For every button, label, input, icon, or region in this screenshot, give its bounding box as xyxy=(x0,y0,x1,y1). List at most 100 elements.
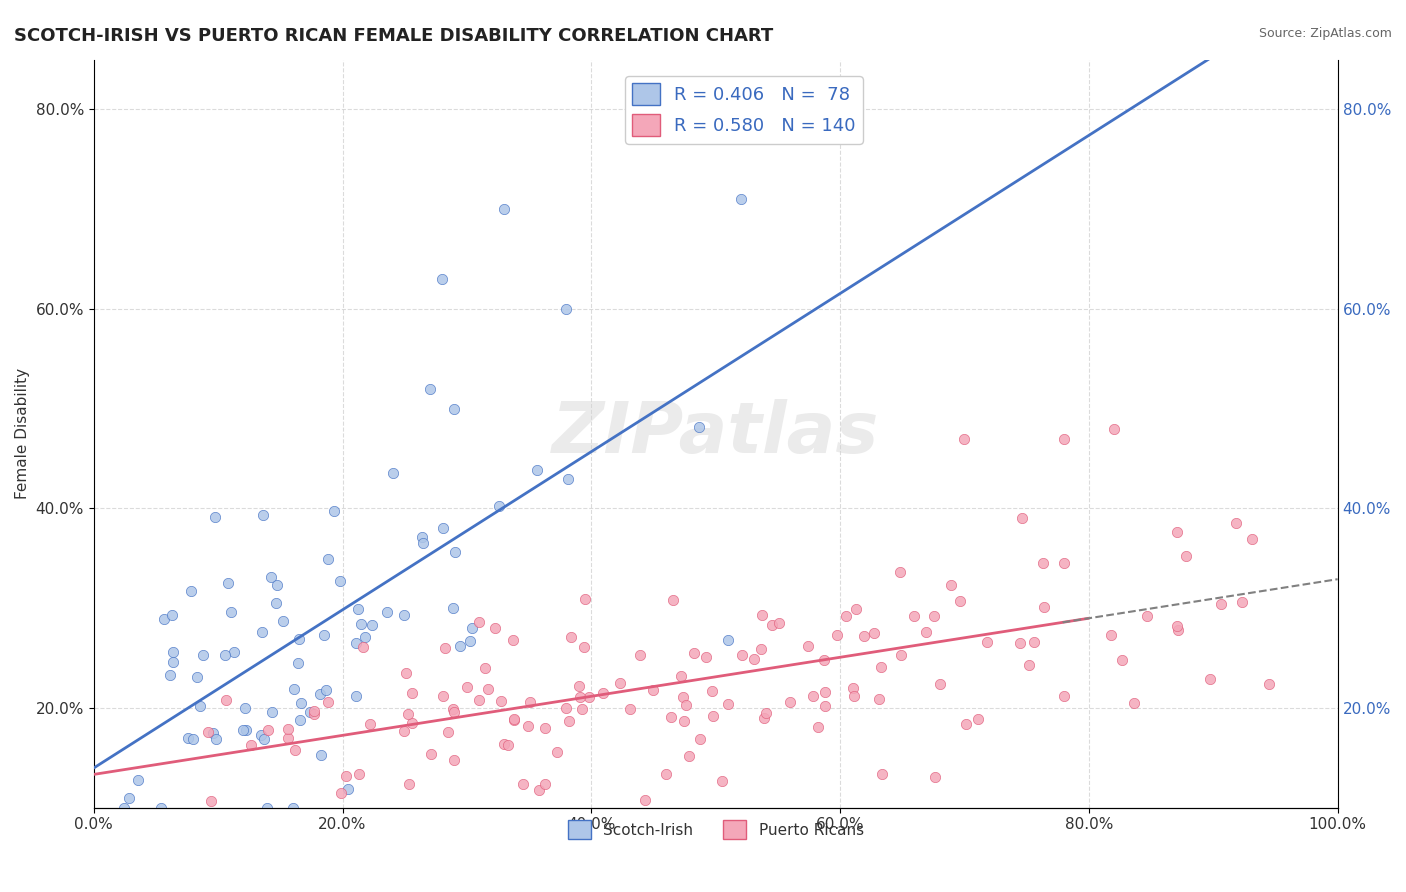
Point xyxy=(458,634,481,648)
Point xyxy=(474,661,496,675)
Point xyxy=(394,723,416,738)
Point xyxy=(344,689,367,703)
Point xyxy=(682,646,704,660)
Point xyxy=(967,712,990,726)
Point xyxy=(1099,628,1122,642)
Point xyxy=(870,659,893,673)
Point xyxy=(526,462,548,476)
Point xyxy=(592,686,614,700)
Point xyxy=(283,801,305,815)
Point xyxy=(517,719,540,733)
Point xyxy=(813,653,835,667)
Point xyxy=(202,726,225,740)
Point xyxy=(659,709,682,723)
Point xyxy=(432,521,454,535)
Point xyxy=(695,649,717,664)
Point xyxy=(484,621,506,635)
Point xyxy=(449,639,471,653)
Point xyxy=(249,727,271,741)
Point xyxy=(1102,422,1125,436)
Point xyxy=(204,732,226,747)
Point xyxy=(555,301,578,316)
Point xyxy=(889,648,911,662)
Point xyxy=(678,748,700,763)
Point xyxy=(350,616,373,631)
Point xyxy=(903,608,925,623)
Point xyxy=(329,574,352,588)
Point xyxy=(842,689,865,703)
Point xyxy=(443,705,465,719)
Point xyxy=(1240,532,1263,546)
Point xyxy=(347,766,370,780)
Point xyxy=(1022,635,1045,649)
Point xyxy=(215,692,238,706)
Point xyxy=(835,609,858,624)
Point xyxy=(928,676,950,690)
Point xyxy=(1053,432,1076,446)
Point xyxy=(560,630,582,644)
Point xyxy=(308,687,330,701)
Point xyxy=(434,641,457,656)
Point xyxy=(755,706,778,721)
Point xyxy=(304,706,326,721)
Point xyxy=(118,791,141,805)
Point xyxy=(277,731,299,745)
Point xyxy=(749,642,772,657)
Point xyxy=(361,618,384,632)
Point xyxy=(162,645,184,659)
Point xyxy=(512,777,534,791)
Point xyxy=(430,272,453,286)
Point xyxy=(619,702,641,716)
Point xyxy=(298,705,321,719)
Point xyxy=(924,770,946,784)
Point xyxy=(1211,597,1233,611)
Point xyxy=(669,669,692,683)
Point xyxy=(557,472,579,486)
Point xyxy=(283,681,305,696)
Point xyxy=(568,679,591,693)
Point xyxy=(661,593,683,607)
Point xyxy=(672,714,695,728)
Point xyxy=(290,696,312,710)
Y-axis label: Female Disability: Female Disability xyxy=(15,368,30,500)
Point xyxy=(441,702,464,716)
Point xyxy=(1225,516,1247,531)
Point xyxy=(807,720,830,734)
Point xyxy=(953,432,976,446)
Point xyxy=(827,628,849,642)
Point xyxy=(344,636,367,650)
Point xyxy=(752,710,775,724)
Point xyxy=(222,645,245,659)
Point xyxy=(266,578,288,592)
Point xyxy=(232,723,254,737)
Point xyxy=(443,401,465,416)
Point xyxy=(845,602,868,616)
Point xyxy=(309,748,332,763)
Point xyxy=(554,701,576,715)
Point xyxy=(502,633,524,648)
Point xyxy=(641,683,664,698)
Point xyxy=(915,625,938,640)
Point xyxy=(546,745,568,759)
Point xyxy=(315,682,337,697)
Point xyxy=(396,706,419,721)
Point xyxy=(1230,595,1253,609)
Point xyxy=(177,731,200,745)
Point xyxy=(420,747,443,762)
Point xyxy=(1136,609,1159,624)
Point xyxy=(316,551,339,566)
Point xyxy=(853,629,876,643)
Point xyxy=(394,608,416,623)
Point xyxy=(256,801,278,815)
Point xyxy=(534,721,557,735)
Point xyxy=(127,773,149,788)
Point xyxy=(557,714,579,729)
Point xyxy=(1011,510,1033,524)
Point xyxy=(688,419,710,434)
Point xyxy=(503,712,526,726)
Point xyxy=(939,578,962,592)
Point xyxy=(443,753,465,767)
Point xyxy=(330,786,353,800)
Point xyxy=(186,670,208,684)
Point xyxy=(181,731,204,746)
